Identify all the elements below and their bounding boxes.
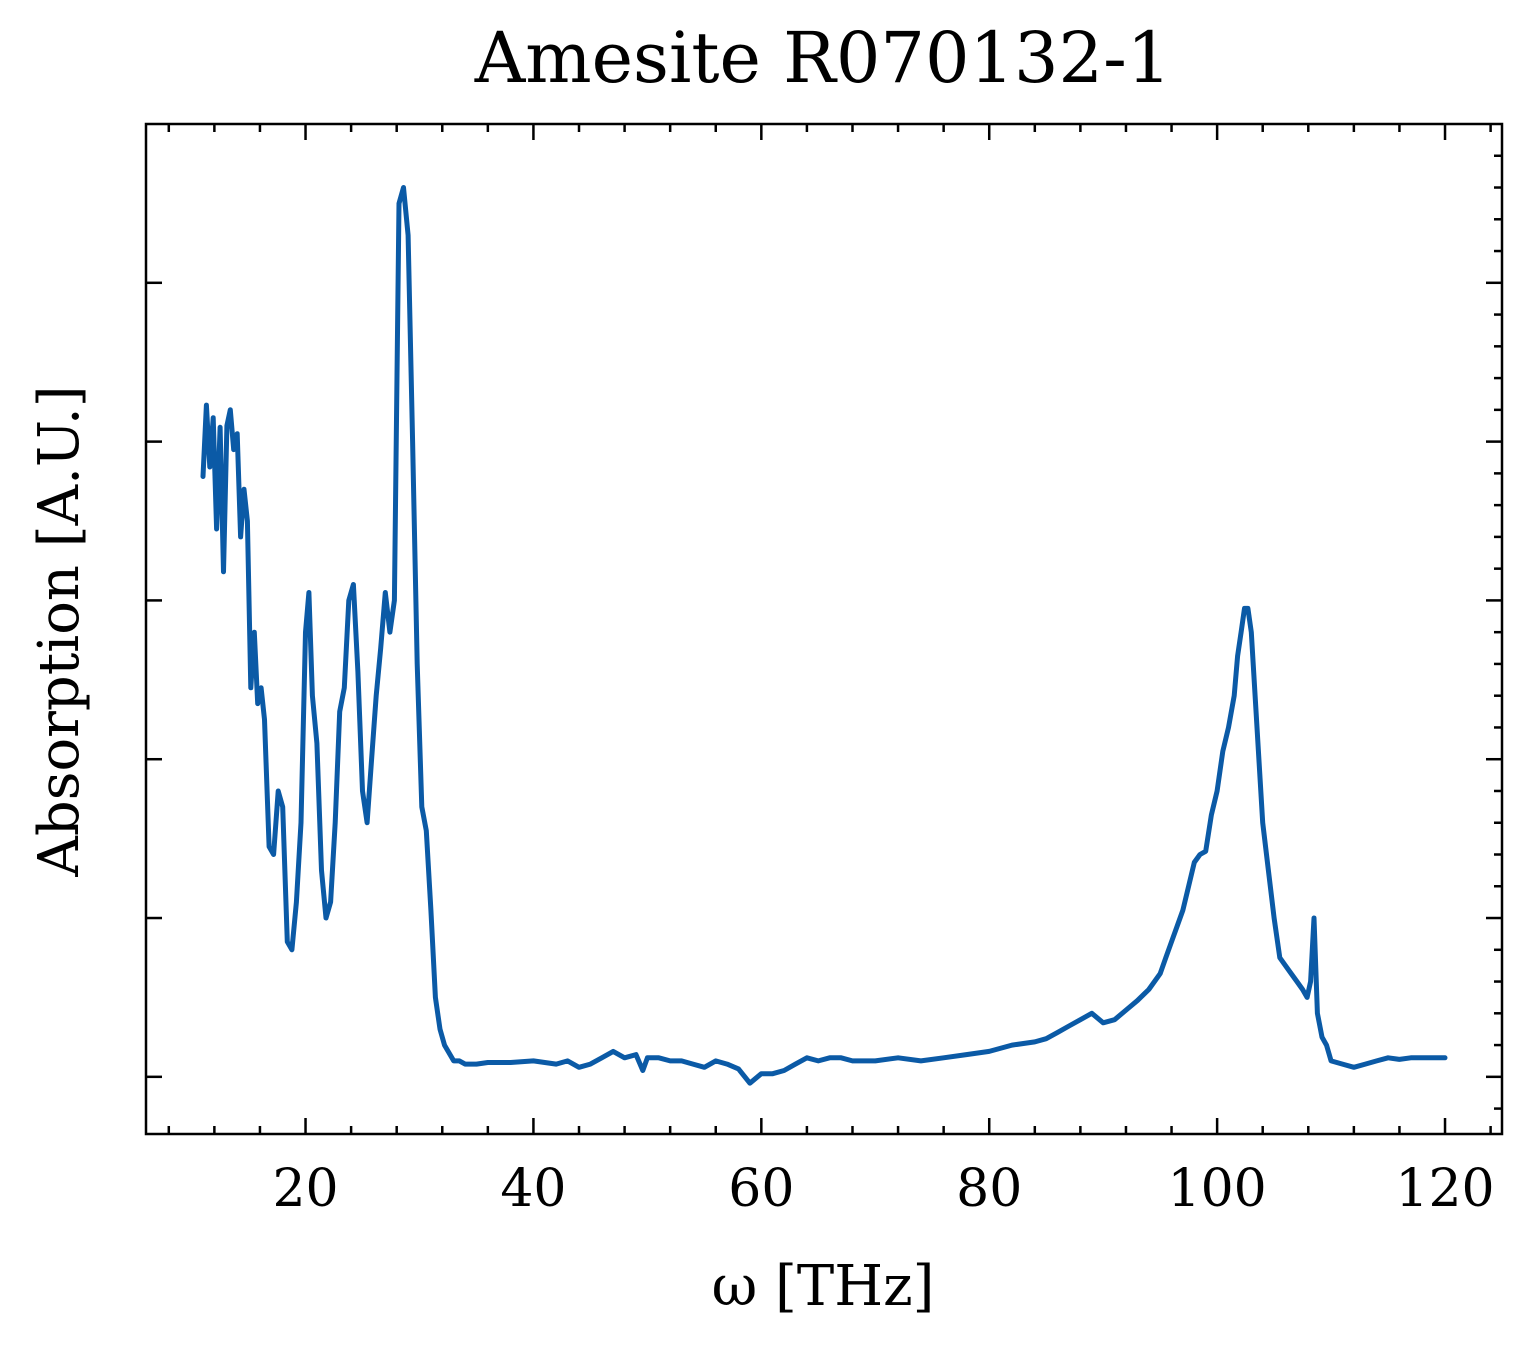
x-tick-label: 100 (1167, 1159, 1266, 1219)
x-tick-labels: 20 40 60 80 100 120 (272, 1159, 1494, 1219)
x-tick-label: 40 (500, 1159, 566, 1219)
y-axis-label: Absorption [A.U.] (27, 385, 92, 877)
x-tick-label: 120 (1395, 1159, 1494, 1219)
x-axis-label: ω [THz] (712, 1254, 935, 1319)
x-tick-label: 60 (728, 1159, 794, 1219)
x-tick-label: 80 (956, 1159, 1022, 1219)
chart-title: Amesite R070132-1 (474, 17, 1172, 99)
plot-series (200, 185, 1448, 1086)
x-tick-label: 20 (272, 1159, 338, 1219)
absorption-line (200, 185, 1448, 1086)
plot-frame (144, 122, 1504, 1136)
axis-ticks (146, 124, 1502, 1134)
